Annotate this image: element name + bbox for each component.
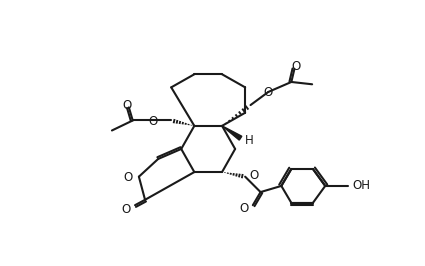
Text: H: H: [245, 134, 254, 147]
Text: O: O: [121, 202, 130, 215]
Text: O: O: [292, 60, 300, 73]
Text: O: O: [240, 202, 249, 215]
Text: OH: OH: [352, 180, 370, 192]
Text: O: O: [264, 86, 273, 99]
Polygon shape: [222, 126, 242, 140]
Text: O: O: [148, 115, 157, 128]
Text: O: O: [122, 99, 131, 111]
Text: O: O: [249, 169, 258, 182]
Text: O: O: [124, 171, 133, 184]
